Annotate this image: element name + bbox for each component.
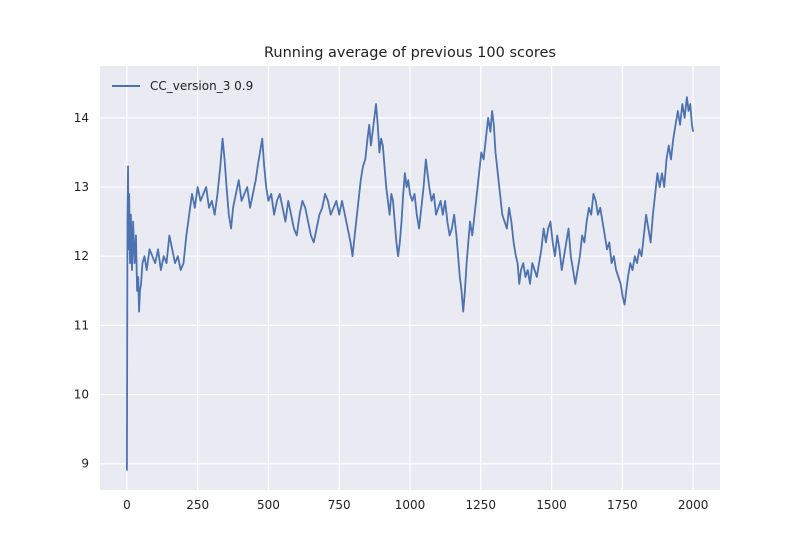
x-tick-label: 1500 (536, 498, 567, 512)
x-grid-lines (126, 66, 694, 490)
series-line-cc-version-3 (125, 96, 694, 471)
x-axis-tick-labels: 0 250 500 750 1000 1250 1500 1750 2000 (123, 498, 708, 512)
y-tick-label: 11 (74, 318, 89, 332)
x-tick-label: 750 (328, 498, 351, 512)
y-axis-tick-labels: 9 10 11 12 13 14 (74, 111, 89, 471)
y-tick-label: 10 (74, 388, 89, 402)
y-tick-label: 14 (74, 111, 89, 125)
chart-title: Running average of previous 100 scores (264, 45, 556, 61)
x-tick-label: 0 (123, 498, 131, 512)
legend-label: CC_version_3 0.9 (150, 79, 253, 93)
x-tick-label: 250 (186, 498, 209, 512)
y-tick-label: 12 (74, 249, 89, 263)
x-tick-label: 500 (257, 498, 280, 512)
x-tick-label: 2000 (678, 498, 709, 512)
y-tick-label: 13 (74, 180, 89, 194)
y-tick-label: 9 (81, 457, 89, 471)
legend: CC_version_3 0.9 (112, 79, 253, 93)
x-tick-label: 1250 (466, 498, 497, 512)
x-tick-label: 1750 (607, 498, 638, 512)
x-tick-label: 1000 (395, 498, 426, 512)
